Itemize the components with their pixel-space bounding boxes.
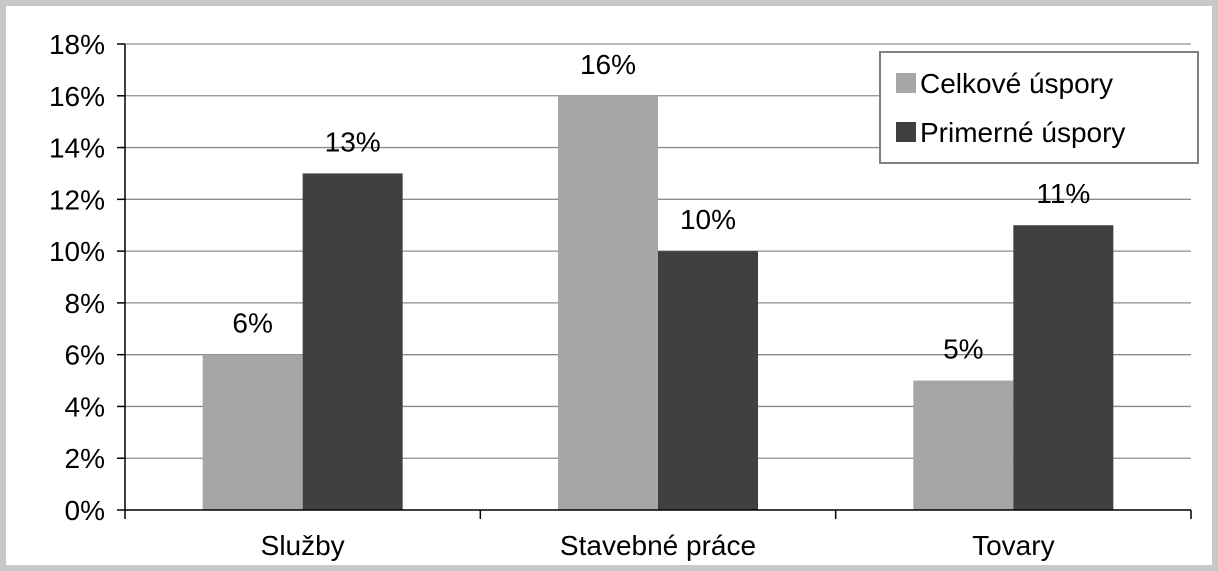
labels: 6% 13% Služby 16% 10% Stavebné práce 5% 11% Tova… xyxy=(232,49,1090,561)
y-tick-label: 14% xyxy=(49,133,105,164)
y-tick-label: 0% xyxy=(65,495,105,526)
y-tick-label: 8% xyxy=(65,288,105,319)
x-category-label: Stavebné práce xyxy=(560,530,756,561)
data-label: 13% xyxy=(325,126,381,157)
chart-frame: 0% 2% 4% 6% 8% 10% 12% 14% 16% 18% 6% 13% Služby 16%… xyxy=(6,6,1212,565)
bar-chart: 0% 2% 4% 6% 8% 10% 12% 14% 16% 18% 6% 13% Služby 16%… xyxy=(49,29,1199,561)
y-tick-label: 2% xyxy=(65,443,105,474)
legend-label: Primerné úspory xyxy=(920,117,1125,148)
bar xyxy=(558,95,658,511)
x-category-label: Služby xyxy=(261,530,345,561)
bar xyxy=(658,251,758,510)
bar xyxy=(913,380,1014,510)
y-tick-label: 18% xyxy=(49,29,105,60)
data-label: 5% xyxy=(943,334,983,365)
legend-swatch xyxy=(896,122,916,142)
legend: Celkové úspory Primerné úspory xyxy=(879,51,1199,164)
y-tick-label: 6% xyxy=(65,340,105,371)
legend-swatch xyxy=(896,73,916,93)
bar xyxy=(202,354,303,510)
bars xyxy=(202,95,1114,511)
y-tick-label: 12% xyxy=(49,184,105,215)
y-tick-label: 10% xyxy=(49,236,105,267)
x-category-label: Tovary xyxy=(972,530,1054,561)
legend-box xyxy=(879,51,1199,164)
axes: 0% 2% 4% 6% 8% 10% 12% 14% 16% 18% xyxy=(49,29,1192,526)
data-label: 11% xyxy=(1036,178,1090,209)
data-label: 6% xyxy=(232,308,272,339)
data-label: 10% xyxy=(680,204,736,235)
legend-label: Celkové úspory xyxy=(920,68,1113,99)
bar xyxy=(1013,225,1114,510)
bar xyxy=(302,173,403,510)
y-tick-label: 16% xyxy=(49,81,105,112)
data-label: 16% xyxy=(580,49,636,80)
y-tick-label: 4% xyxy=(65,391,105,422)
